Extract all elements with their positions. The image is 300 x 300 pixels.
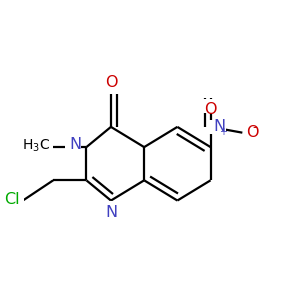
Text: +: +: [219, 127, 227, 137]
Text: N: N: [213, 119, 225, 134]
Bar: [202, 99, 219, 113]
Bar: [65, 140, 81, 154]
Text: O: O: [246, 125, 258, 140]
Bar: [24, 140, 50, 154]
Text: O: O: [105, 75, 117, 90]
Text: H$_3$C: H$_3$C: [22, 137, 50, 154]
Text: O: O: [204, 102, 217, 117]
Bar: [103, 200, 119, 215]
Text: -: -: [253, 121, 257, 134]
Text: N: N: [105, 205, 117, 220]
Bar: [209, 120, 226, 134]
Text: N: N: [69, 137, 81, 152]
Text: Cl: Cl: [4, 192, 20, 207]
Bar: [243, 125, 265, 140]
Bar: [102, 79, 120, 94]
Bar: [7, 193, 24, 208]
